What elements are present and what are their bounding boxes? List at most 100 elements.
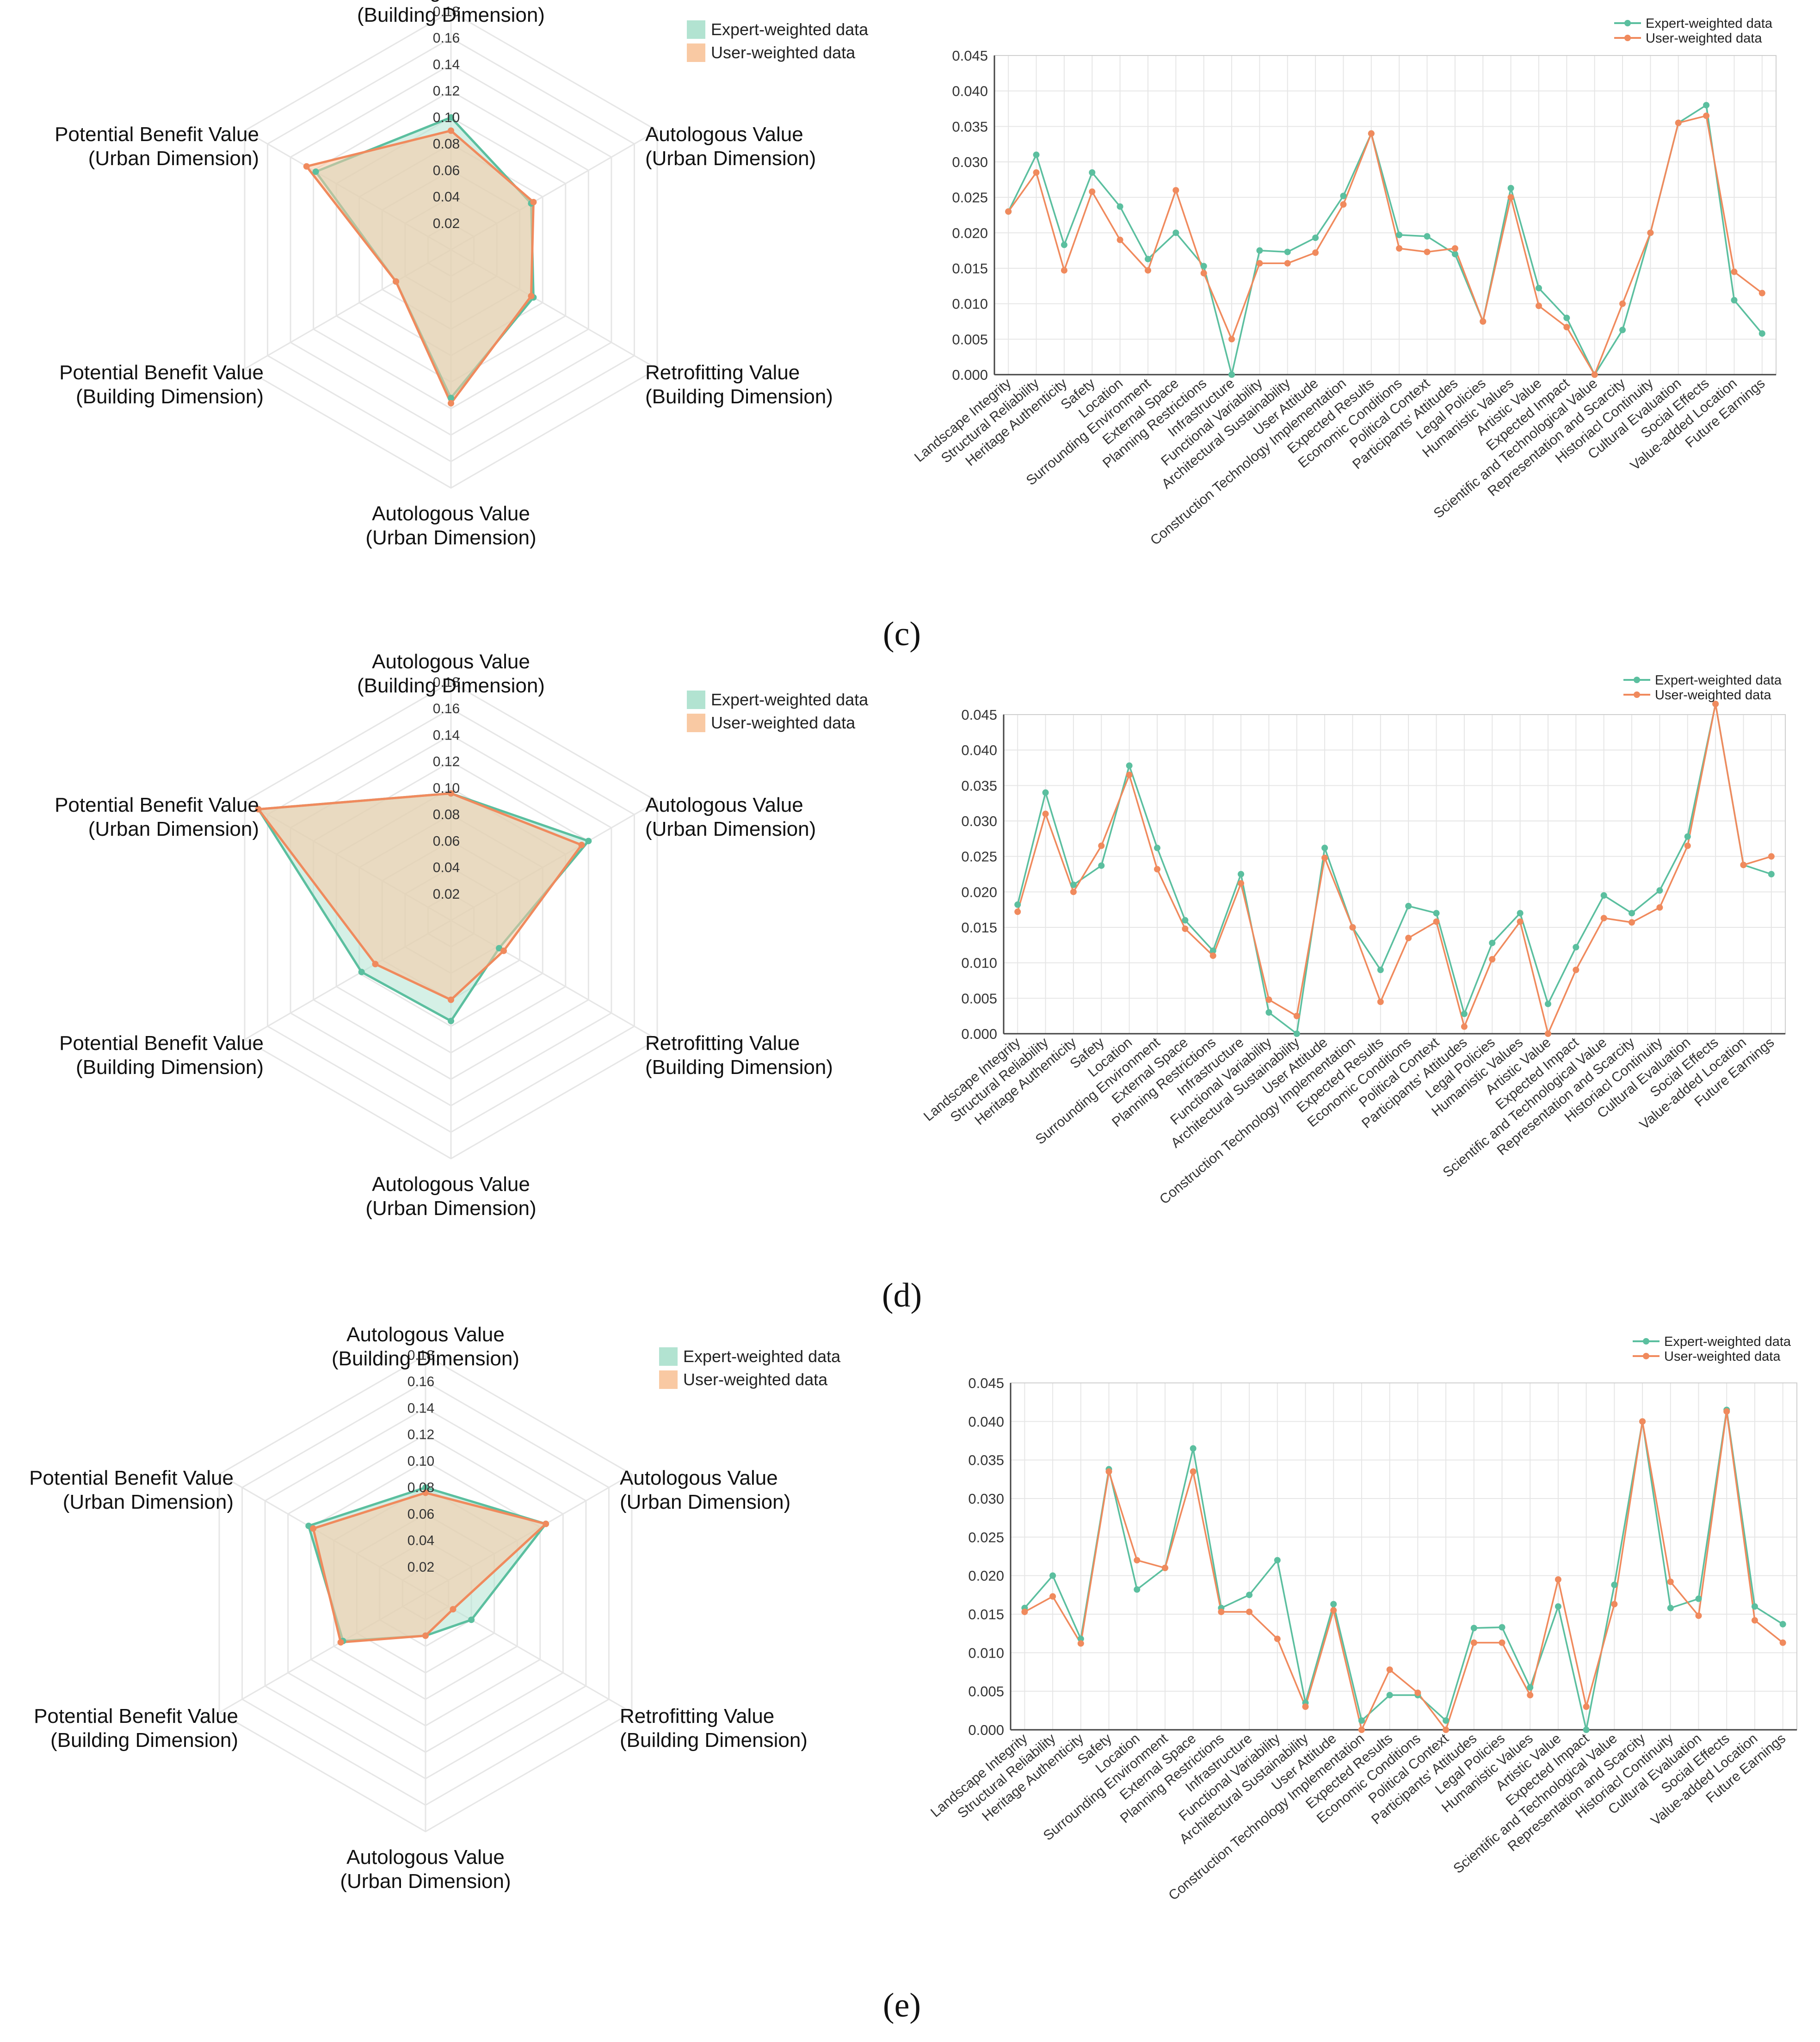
radar-tick-label: 0.08 bbox=[407, 1480, 434, 1495]
line-point-user bbox=[1619, 300, 1626, 307]
line-point-user bbox=[1014, 908, 1021, 915]
panel-label-e: (e) bbox=[883, 1986, 921, 2024]
line-point-user bbox=[1535, 302, 1542, 309]
line-point-expert bbox=[1507, 185, 1514, 191]
radar-axis-label-line: (Urban Dimension) bbox=[63, 1491, 234, 1513]
line-point-expert bbox=[1527, 1684, 1534, 1691]
y-tick-label: 0.010 bbox=[968, 1645, 1004, 1661]
y-tick-label: 0.025 bbox=[952, 190, 988, 206]
radar-axis-label: Autologous Value (Urban Dimension) bbox=[645, 123, 816, 170]
radar-point-expert bbox=[448, 1018, 454, 1024]
radar-tick-label: 0.10 bbox=[433, 781, 460, 796]
line-point-expert bbox=[1684, 833, 1691, 840]
line-series-user bbox=[1017, 703, 1772, 1036]
radar-axis-label-line: Potential Benefit Value bbox=[55, 794, 259, 816]
radar-tick-label: 0.14 bbox=[407, 1400, 434, 1416]
y-tick-label: 0.005 bbox=[952, 331, 988, 347]
radar-axis-label-line: (Building Dimension) bbox=[357, 674, 545, 697]
line-point-expert bbox=[1358, 1717, 1365, 1724]
line-series-expert bbox=[1017, 703, 1772, 1036]
line-point-expert bbox=[1517, 910, 1524, 917]
radar-axis-label-line: (Urban Dimension) bbox=[620, 1491, 790, 1513]
radar-point-expert bbox=[312, 168, 319, 175]
radar-axis-label: Potential Benefit Value (Building Dimensi… bbox=[59, 361, 264, 408]
y-tick-label: 0.030 bbox=[961, 813, 997, 829]
line-point-expert bbox=[1014, 901, 1021, 908]
line-point-user bbox=[1433, 918, 1440, 925]
line-point-user bbox=[1583, 1703, 1590, 1710]
line-point-user bbox=[1712, 701, 1719, 707]
line-point-user bbox=[1723, 1408, 1730, 1415]
line-point-expert bbox=[1126, 762, 1133, 769]
radar-axis-label: Retrofitting Value (Building Dimension) bbox=[645, 361, 833, 408]
y-tick-label: 0.035 bbox=[952, 118, 988, 135]
line-point-expert bbox=[1461, 1011, 1468, 1018]
line-point-user bbox=[1405, 935, 1412, 941]
line-point-expert bbox=[1611, 1581, 1618, 1588]
line-point-user bbox=[1161, 1565, 1168, 1571]
radar-axis-label-line: Potential Benefit Value bbox=[29, 1467, 234, 1489]
radar-tick-label: 0.12 bbox=[433, 84, 460, 99]
line-point-expert bbox=[1751, 1603, 1758, 1610]
line-point-user bbox=[1209, 952, 1216, 959]
line-point-expert bbox=[1098, 862, 1105, 869]
line-point-expert bbox=[1433, 910, 1440, 917]
line-point-user bbox=[1190, 1468, 1197, 1475]
y-tick-label: 0.000 bbox=[952, 367, 988, 383]
radar-axis-label-line: Autologous Value bbox=[372, 650, 530, 673]
line-point-user bbox=[1042, 810, 1049, 817]
line-point-expert bbox=[1154, 845, 1160, 851]
radar-point-user bbox=[337, 1639, 344, 1646]
radar-tick-label: 0.14 bbox=[433, 728, 460, 743]
radar-axis-label: Autologous Value(Building Dimension) bbox=[332, 1323, 519, 1370]
line-point-user bbox=[1218, 1609, 1225, 1615]
line-point-expert bbox=[1228, 371, 1235, 378]
radar-point-user bbox=[303, 163, 310, 170]
line-point-expert bbox=[1424, 233, 1431, 240]
line-point-expert bbox=[1190, 1445, 1197, 1452]
radar-point-user bbox=[530, 199, 537, 205]
line-point-user bbox=[1544, 1030, 1551, 1037]
line-point-expert bbox=[1182, 917, 1189, 924]
radar-point-expert bbox=[448, 395, 454, 401]
radar-tick-label: 0.04 bbox=[433, 190, 460, 205]
line-point-expert bbox=[1340, 192, 1347, 199]
radar-axis-label: Potential Benefit Value (Urban Dimension) bbox=[29, 1467, 234, 1513]
radar-axis-label-line: (Building Dimension) bbox=[50, 1729, 238, 1752]
line-point-expert bbox=[1144, 256, 1151, 263]
radar-chart-e: 0.020.040.060.080.100.120.140.160.18Auto… bbox=[29, 1323, 841, 1893]
line-legend-label: Expert-weighted data bbox=[1646, 16, 1773, 31]
y-tick-label: 0.025 bbox=[961, 849, 997, 865]
line-point-expert bbox=[1731, 297, 1738, 303]
radar-legend-swatch-user bbox=[687, 714, 705, 732]
line-legend-label: Expert-weighted data bbox=[1664, 1334, 1791, 1349]
line-series-user bbox=[1007, 115, 1763, 376]
line-point-expert bbox=[1563, 315, 1570, 321]
line-point-user bbox=[1330, 1607, 1337, 1614]
radar-point-user bbox=[448, 996, 454, 1003]
line-point-user bbox=[1021, 1609, 1028, 1615]
radar-series-area-user bbox=[304, 129, 535, 406]
radar-point-user bbox=[450, 1606, 457, 1613]
line-point-expert bbox=[1033, 151, 1040, 158]
radar-tick-label: 0.02 bbox=[433, 216, 460, 231]
radar-point-user bbox=[310, 1525, 317, 1532]
radar-axis-label: Autologous Value (Urban Dimension) bbox=[645, 794, 816, 840]
line-point-user bbox=[1443, 1727, 1450, 1733]
radar-legend-label: User-weighted data bbox=[683, 1370, 828, 1389]
line-point-expert bbox=[1209, 947, 1216, 954]
line-point-expert bbox=[1695, 1595, 1702, 1602]
line-point-expert bbox=[1600, 892, 1607, 899]
radar-tick-label: 0.06 bbox=[433, 833, 460, 849]
line-point-expert bbox=[1489, 939, 1496, 946]
y-tick-label: 0.010 bbox=[952, 296, 988, 312]
line-point-expert bbox=[1544, 1000, 1551, 1007]
radar-axis-label-line: Potential Benefit Value bbox=[55, 123, 259, 146]
line-point-expert bbox=[1555, 1603, 1561, 1610]
radar-axis-label-line: Autologous Value bbox=[645, 123, 803, 146]
radar-axis-label: Potential Benefit Value (Building Dimensi… bbox=[59, 1032, 264, 1079]
y-tick-label: 0.020 bbox=[968, 1568, 1004, 1584]
line-point-user bbox=[1070, 888, 1077, 895]
line-point-user bbox=[1629, 919, 1635, 926]
line-point-user bbox=[1414, 1690, 1421, 1696]
